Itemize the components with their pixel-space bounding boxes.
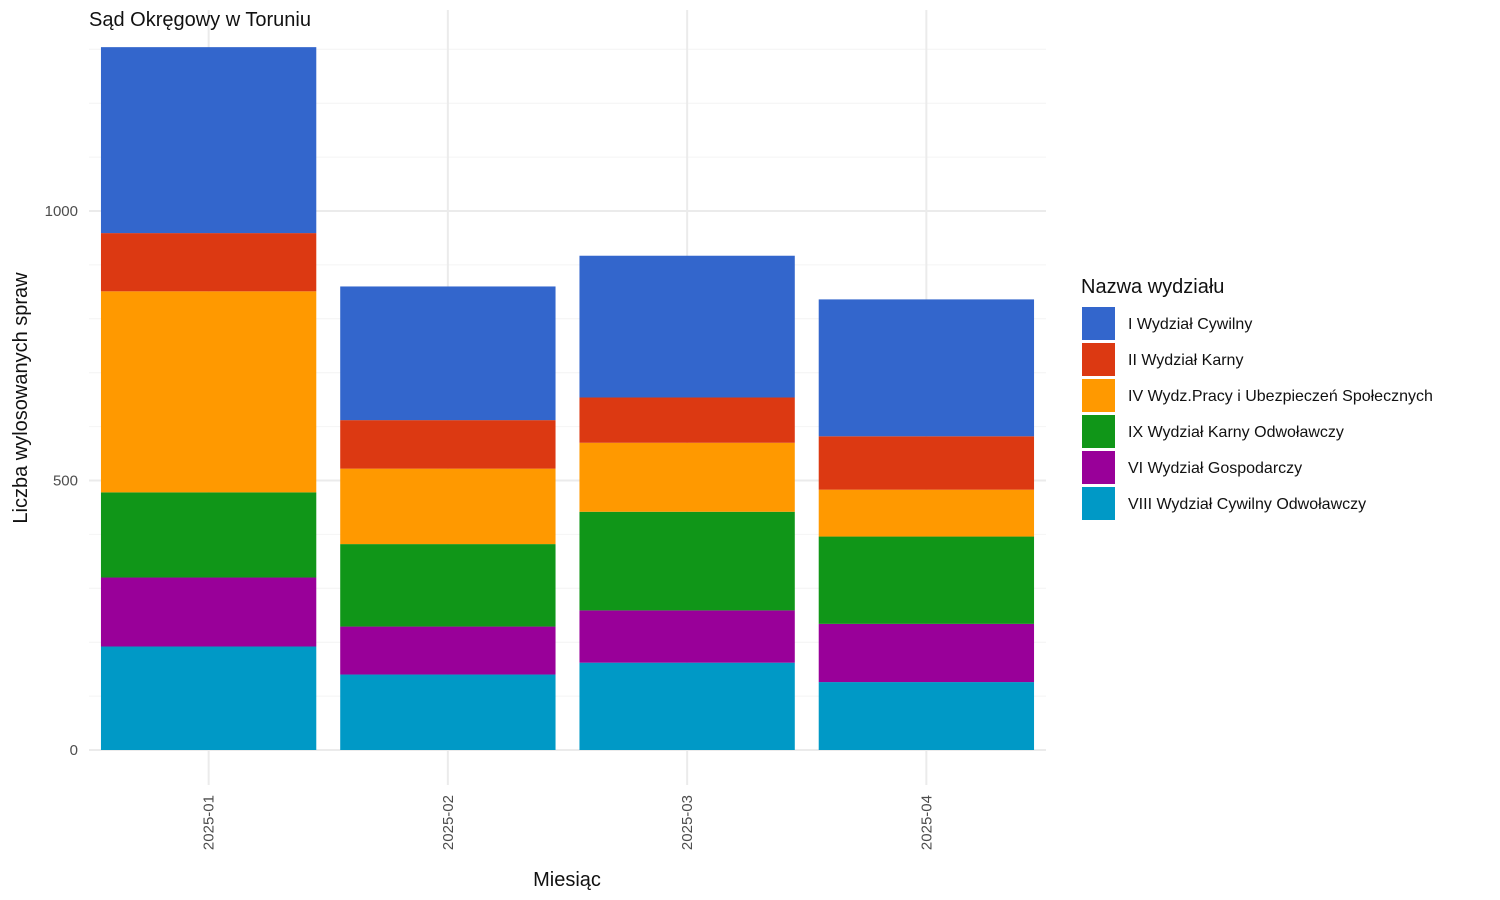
bar-segment xyxy=(100,646,317,750)
legend-swatch xyxy=(1082,451,1115,484)
x-tick-label: 2025-03 xyxy=(679,795,696,850)
bar-segment xyxy=(579,397,795,443)
legend-label: IX Wydział Karny Odwoławczy xyxy=(1128,424,1344,441)
y-axis-title: Liczba wylosowanych spraw xyxy=(10,272,32,524)
bars xyxy=(100,47,1035,750)
bar-segment xyxy=(100,47,317,234)
legend-title: Nazwa wydziału xyxy=(1081,276,1224,298)
x-tick-label: 2025-02 xyxy=(440,795,457,850)
bar-segment xyxy=(100,577,317,647)
bar-segment xyxy=(340,420,556,469)
bar-segment xyxy=(100,291,317,493)
y-tick-label: 0 xyxy=(70,742,78,759)
bar-segment xyxy=(579,511,795,611)
bar-segment xyxy=(579,442,795,512)
bar-segment xyxy=(818,623,1035,683)
x-tick-label: 2025-04 xyxy=(918,795,935,850)
bar-segment xyxy=(818,682,1035,750)
bar-segment xyxy=(579,255,795,398)
bar-segment xyxy=(579,610,795,663)
bar-segment xyxy=(818,436,1035,490)
y-tick-label: 1000 xyxy=(45,203,78,220)
legend-swatch xyxy=(1082,487,1115,520)
bar-segment xyxy=(818,489,1035,537)
legend-label: IV Wydz.Pracy i Ubezpieczeń Społecznych xyxy=(1128,388,1433,405)
axes: 0 500 1000 2025-01 2025-02 2025-03 2025-04 xyxy=(45,203,936,850)
x-tick-label: 2025-01 xyxy=(201,795,218,850)
legend-swatch xyxy=(1082,379,1115,412)
legend-label: VI Wydział Gospodarczy xyxy=(1128,460,1302,477)
legend-swatch xyxy=(1082,307,1115,340)
bar-segment xyxy=(100,233,317,292)
bar-segment xyxy=(579,662,795,750)
bar-segment xyxy=(340,626,556,675)
bar-segment xyxy=(340,544,556,627)
legend-label: II Wydział Karny xyxy=(1128,352,1243,369)
bar-segment xyxy=(100,492,317,578)
bar-segment xyxy=(818,299,1035,437)
bar-segment xyxy=(818,536,1035,624)
legend-swatch xyxy=(1082,415,1115,448)
x-axis-title: Miesiąc xyxy=(533,869,601,891)
legend: Nazwa wydziału I Wydział Cywilny II Wydzi… xyxy=(1081,276,1433,520)
legend-label: VIII Wydział Cywilny Odwoławczy xyxy=(1128,496,1366,513)
bar-segment xyxy=(340,674,556,750)
y-tick-label: 500 xyxy=(53,473,78,490)
legend-label: I Wydział Cywilny xyxy=(1128,316,1252,333)
bar-segment xyxy=(340,286,556,421)
legend-swatch xyxy=(1082,343,1115,376)
bar-segment xyxy=(340,468,556,545)
chart-title: Sąd Okręgowy w Toruniu xyxy=(89,9,311,31)
